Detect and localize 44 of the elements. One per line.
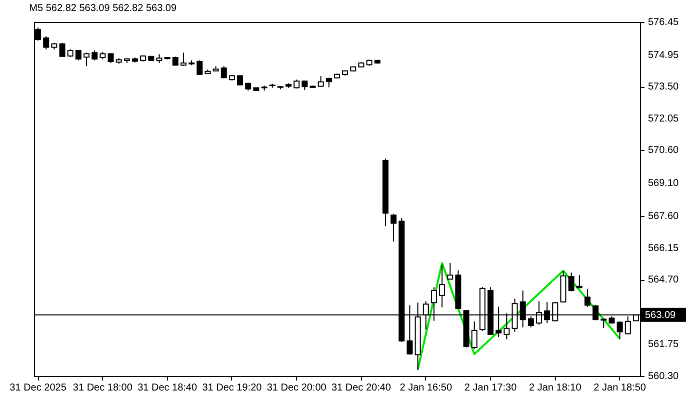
x-tick-label: 2 Jan 18:50 (594, 382, 646, 394)
candlestick (108, 52, 114, 64)
x-tick-label: 31 Dec 20:00 (266, 382, 327, 394)
candlestick (390, 213, 397, 242)
y-tick-label: 573.50 (648, 82, 680, 93)
candlestick (59, 42, 66, 57)
candlestick (447, 262, 454, 280)
x-tick-label: 2 Jan 18:10 (529, 382, 582, 394)
x-tick-label: 2 Jan 17:30 (464, 382, 518, 394)
y-tick-label: 567.60 (648, 210, 680, 222)
y-tick-label: 566.15 (648, 242, 680, 254)
candlestick (84, 52, 90, 66)
candlestick (220, 66, 227, 80)
candlestick (600, 318, 607, 328)
candlestick (584, 288, 590, 308)
y-tick-label: 572.05 (648, 113, 680, 124)
line-series (416, 262, 621, 370)
ref-line-label: 563.09 (645, 310, 676, 321)
candlestick (75, 50, 82, 61)
candlestick (576, 274, 582, 289)
x-tick-label: 2 Jan 16:50 (400, 382, 452, 394)
x-tick-label: 31 Dec 2025 (10, 382, 67, 394)
candlestick (92, 50, 98, 61)
candlestick (439, 264, 446, 308)
x-tick-label: 31 Dec 18:40 (138, 382, 198, 394)
candlestick (237, 74, 244, 86)
y-tick-label: 570.60 (648, 145, 680, 156)
y-tick-label: 560.30 (648, 371, 680, 382)
candlestick (43, 36, 50, 50)
candlestick (180, 52, 186, 66)
y-tick-label: 576.45 (648, 17, 680, 28)
x-tick-label: 31 Dec 19:20 (202, 382, 262, 394)
candlestick (568, 272, 574, 292)
candlestick (302, 80, 308, 90)
y-tick-label: 561.75 (648, 339, 680, 350)
y-tick-label: 564.70 (648, 274, 680, 286)
y-tick-label: 569.10 (648, 178, 680, 190)
candlestick (471, 320, 478, 350)
x-tick-label: 31 Dec 18:00 (72, 382, 133, 394)
candlestick (196, 60, 203, 75)
x-tick-label: 31 Dec 20:40 (331, 382, 392, 394)
candlestick (616, 320, 623, 340)
chart-title: M5 562.82 563.09 562.82 563.09 (29, 3, 177, 14)
y-tick-label: 574.95 (648, 50, 680, 61)
